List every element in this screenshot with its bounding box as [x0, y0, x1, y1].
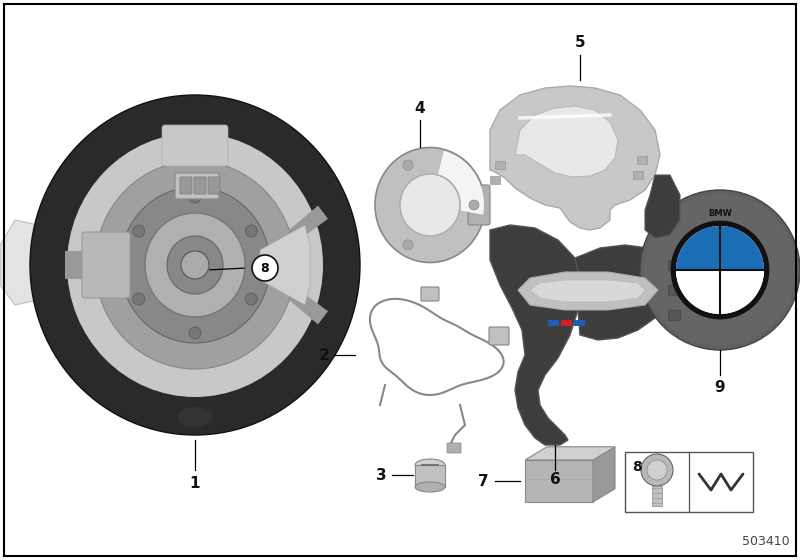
Text: 7: 7: [478, 474, 488, 488]
Ellipse shape: [181, 251, 209, 279]
Polygon shape: [490, 225, 580, 445]
Ellipse shape: [167, 236, 223, 294]
Polygon shape: [593, 447, 615, 502]
Circle shape: [647, 460, 667, 480]
Circle shape: [469, 200, 479, 210]
Wedge shape: [720, 270, 764, 314]
FancyBboxPatch shape: [548, 320, 559, 326]
FancyBboxPatch shape: [652, 486, 662, 506]
FancyBboxPatch shape: [175, 173, 219, 199]
Polygon shape: [525, 460, 593, 502]
FancyBboxPatch shape: [162, 125, 228, 166]
FancyBboxPatch shape: [574, 320, 585, 326]
Circle shape: [246, 293, 258, 305]
Circle shape: [640, 190, 800, 350]
Polygon shape: [515, 106, 618, 177]
Text: 4: 4: [414, 100, 426, 115]
Polygon shape: [0, 220, 38, 305]
Text: 9: 9: [714, 380, 726, 394]
Circle shape: [189, 191, 201, 203]
Wedge shape: [720, 226, 764, 270]
Circle shape: [403, 160, 413, 170]
FancyBboxPatch shape: [194, 177, 206, 194]
FancyBboxPatch shape: [668, 260, 680, 270]
Circle shape: [252, 255, 278, 281]
Circle shape: [641, 454, 673, 486]
Text: 8: 8: [632, 460, 642, 474]
Text: 3: 3: [376, 468, 386, 483]
FancyBboxPatch shape: [633, 171, 643, 179]
Text: BMW: BMW: [708, 209, 732, 218]
Ellipse shape: [67, 133, 323, 397]
Circle shape: [133, 225, 145, 237]
FancyBboxPatch shape: [495, 161, 505, 169]
Circle shape: [644, 194, 796, 346]
Ellipse shape: [415, 482, 445, 492]
Text: 8: 8: [261, 262, 270, 274]
Polygon shape: [490, 86, 660, 230]
FancyBboxPatch shape: [561, 320, 572, 326]
Ellipse shape: [95, 161, 295, 369]
FancyBboxPatch shape: [208, 177, 220, 194]
Circle shape: [403, 240, 413, 250]
FancyBboxPatch shape: [668, 285, 680, 295]
Text: 5: 5: [574, 35, 586, 49]
Ellipse shape: [120, 187, 270, 343]
Ellipse shape: [30, 95, 360, 435]
Text: 2: 2: [318, 348, 330, 362]
Circle shape: [672, 222, 768, 318]
FancyBboxPatch shape: [468, 185, 490, 225]
FancyBboxPatch shape: [65, 251, 131, 279]
Wedge shape: [676, 270, 720, 314]
Polygon shape: [530, 280, 645, 302]
Polygon shape: [257, 265, 328, 324]
Circle shape: [189, 327, 201, 339]
FancyBboxPatch shape: [625, 452, 753, 512]
FancyBboxPatch shape: [415, 465, 445, 487]
Text: 503410: 503410: [742, 535, 790, 548]
FancyBboxPatch shape: [447, 443, 461, 453]
Ellipse shape: [375, 147, 485, 263]
Text: 1: 1: [190, 475, 200, 491]
Text: 6: 6: [550, 473, 560, 488]
FancyBboxPatch shape: [637, 156, 647, 164]
Circle shape: [133, 293, 145, 305]
FancyBboxPatch shape: [82, 232, 130, 298]
Circle shape: [246, 225, 258, 237]
Polygon shape: [525, 447, 615, 460]
Polygon shape: [645, 175, 680, 238]
Polygon shape: [518, 272, 658, 310]
Polygon shape: [575, 245, 672, 340]
Polygon shape: [438, 151, 484, 214]
Wedge shape: [676, 226, 720, 270]
FancyBboxPatch shape: [421, 287, 439, 301]
Ellipse shape: [400, 174, 460, 236]
Polygon shape: [257, 206, 328, 265]
FancyBboxPatch shape: [489, 327, 509, 345]
FancyBboxPatch shape: [668, 310, 680, 320]
Ellipse shape: [145, 213, 245, 317]
Polygon shape: [260, 225, 310, 305]
Ellipse shape: [178, 407, 213, 427]
FancyBboxPatch shape: [490, 176, 500, 184]
FancyBboxPatch shape: [180, 177, 192, 194]
Ellipse shape: [415, 459, 445, 471]
Circle shape: [676, 226, 764, 314]
